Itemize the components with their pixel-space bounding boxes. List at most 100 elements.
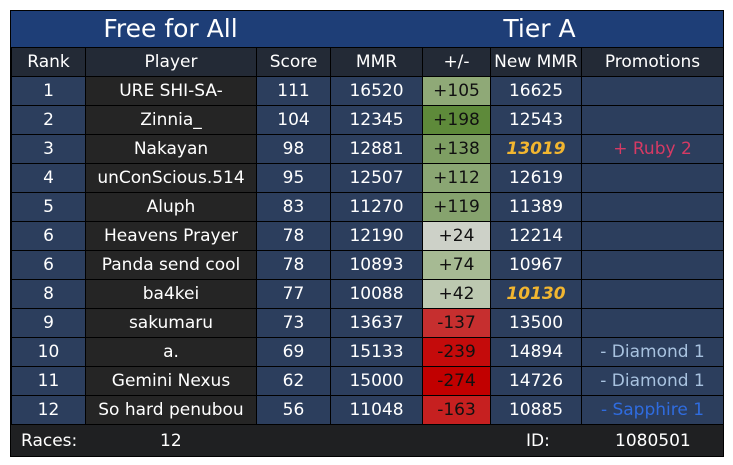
cell-score: 95 [256, 163, 331, 193]
cell-delta: +138 [422, 134, 491, 164]
cell-promotion: + Ruby 2 [581, 134, 723, 164]
cell-rank: 12 [11, 395, 86, 425]
cell-rank: 10 [11, 337, 86, 367]
id-value: 1080501 [615, 431, 691, 451]
cell-promotion: - Diamond 1 [581, 366, 723, 396]
cell-mmr: 13637 [330, 308, 423, 338]
cell-promotion [581, 192, 723, 222]
cell-delta: +105 [422, 76, 491, 106]
cell-delta: +112 [422, 163, 491, 193]
table-row: 5 Aluph 83 11270 +119 11389 [11, 192, 723, 222]
cell-mmr: 15133 [330, 337, 423, 367]
races-value: 12 [160, 431, 182, 451]
cell-mmr: 12507 [330, 163, 423, 193]
cell-promotion [581, 250, 723, 280]
cell-rank: 11 [11, 366, 86, 396]
cell-score: 111 [256, 76, 331, 106]
cell-player: sakumaru [85, 308, 257, 338]
cell-promotion: - Sapphire 1 [581, 395, 723, 425]
cell-player: Aluph [85, 192, 257, 222]
tier-title: Tier A [503, 14, 576, 43]
cell-player: Panda send cool [85, 250, 257, 280]
col-score-header: Score [256, 47, 331, 77]
table-row: 12 So hard penubou 56 11048 -163 10885- Sapph… [11, 395, 723, 425]
col-mmr-header: MMR [330, 47, 423, 77]
cell-new-mmr: 10885 [490, 395, 582, 425]
cell-delta: +42 [422, 279, 491, 309]
col-delta-header: +/- [422, 47, 491, 77]
cell-new-mmr: 16625 [490, 76, 582, 106]
cell-mmr: 11270 [330, 192, 423, 222]
cell-new-mmr: 14894 [490, 337, 582, 367]
cell-new-mmr: 14726 [490, 366, 582, 396]
cell-mmr: 11048 [330, 395, 423, 425]
cell-mmr: 10893 [330, 250, 423, 280]
cell-score: 78 [256, 221, 331, 251]
footer-bar: Races: 12 ID: 1080501 [11, 427, 723, 456]
cell-mmr: 15000 [330, 366, 423, 396]
cell-rank: 5 [11, 192, 86, 222]
cell-rank: 4 [11, 163, 86, 193]
id-label: ID: [526, 431, 550, 451]
cell-promotion [581, 105, 723, 135]
cell-rank: 2 [11, 105, 86, 135]
cell-delta: +24 [422, 221, 491, 251]
table-row: 2 Zinnia_ 104 12345 +198 12543 [11, 105, 723, 135]
cell-mmr: 12881 [330, 134, 423, 164]
cell-score: 62 [256, 366, 331, 396]
cell-new-mmr: 12214 [490, 221, 582, 251]
cell-delta: +74 [422, 250, 491, 280]
col-rank-header: Rank [11, 47, 86, 77]
col-player-header: Player [85, 47, 257, 77]
cell-score: 69 [256, 337, 331, 367]
cell-mmr: 16520 [330, 76, 423, 106]
cell-score: 56 [256, 395, 331, 425]
col-new-mmr-header: New MMR [490, 47, 582, 77]
cell-score: 73 [256, 308, 331, 338]
leaderboard: Free for All Tier A Rank Player Score MM… [10, 10, 724, 457]
cell-mmr: 10088 [330, 279, 423, 309]
cell-new-mmr: 13500 [490, 308, 582, 338]
cell-new-mmr: 13019 [490, 134, 582, 164]
col-promotions-header: Promotions [581, 47, 723, 77]
cell-delta: -239 [422, 337, 491, 367]
cell-delta: +119 [422, 192, 491, 222]
cell-rank: 6 [11, 221, 86, 251]
header-bar: Free for All Tier A [11, 11, 723, 47]
table-row: 1 URE SHI-SA- 111 16520 +105 16625 [11, 76, 723, 106]
table-row: 3 Nakayan 98 12881 +138 13019 + Ruby 2 [11, 134, 723, 164]
table-row: 9 sakumaru 73 13637 -137 13500 [11, 308, 723, 338]
cell-player: Nakayan [85, 134, 257, 164]
cell-rank: 1 [11, 76, 86, 106]
cell-rank: 3 [11, 134, 86, 164]
cell-promotion [581, 279, 723, 309]
cell-promotion [581, 221, 723, 251]
cell-player: ba4kei [85, 279, 257, 309]
cell-new-mmr: 10130 [490, 279, 582, 309]
cell-score: 98 [256, 134, 331, 164]
table-row: 6 Heavens Prayer 78 12190 +24 12214 [11, 221, 723, 251]
table-row: 6 Panda send cool 78 10893 +74 10967 [11, 250, 723, 280]
cell-player: URE SHI-SA- [85, 76, 257, 106]
results-table: Rank Player Score MMR +/- New MMR Promot… [11, 47, 723, 425]
cell-mmr: 12345 [330, 105, 423, 135]
cell-promotion: - Diamond 1 [581, 337, 723, 367]
cell-delta: -274 [422, 366, 491, 396]
cell-player: So hard penubou [85, 395, 257, 425]
cell-score: 78 [256, 250, 331, 280]
cell-player: unConScious.514 [85, 163, 257, 193]
cell-rank: 9 [11, 308, 86, 338]
cell-promotion [581, 76, 723, 106]
races-label: Races: [21, 431, 78, 451]
cell-rank: 6 [11, 250, 86, 280]
table-row: 8 ba4kei 77 10088 +42 10130 [11, 279, 723, 309]
cell-player: Gemini Nexus [85, 366, 257, 396]
cell-score: 77 [256, 279, 331, 309]
cell-delta: +198 [422, 105, 491, 135]
cell-delta: -137 [422, 308, 491, 338]
table-row: 10 a. 69 15133 -239 14894- Diamond 1 [11, 337, 723, 367]
cell-new-mmr: 11389 [490, 192, 582, 222]
cell-new-mmr: 10967 [490, 250, 582, 280]
cell-delta: -163 [422, 395, 491, 425]
cell-score: 83 [256, 192, 331, 222]
